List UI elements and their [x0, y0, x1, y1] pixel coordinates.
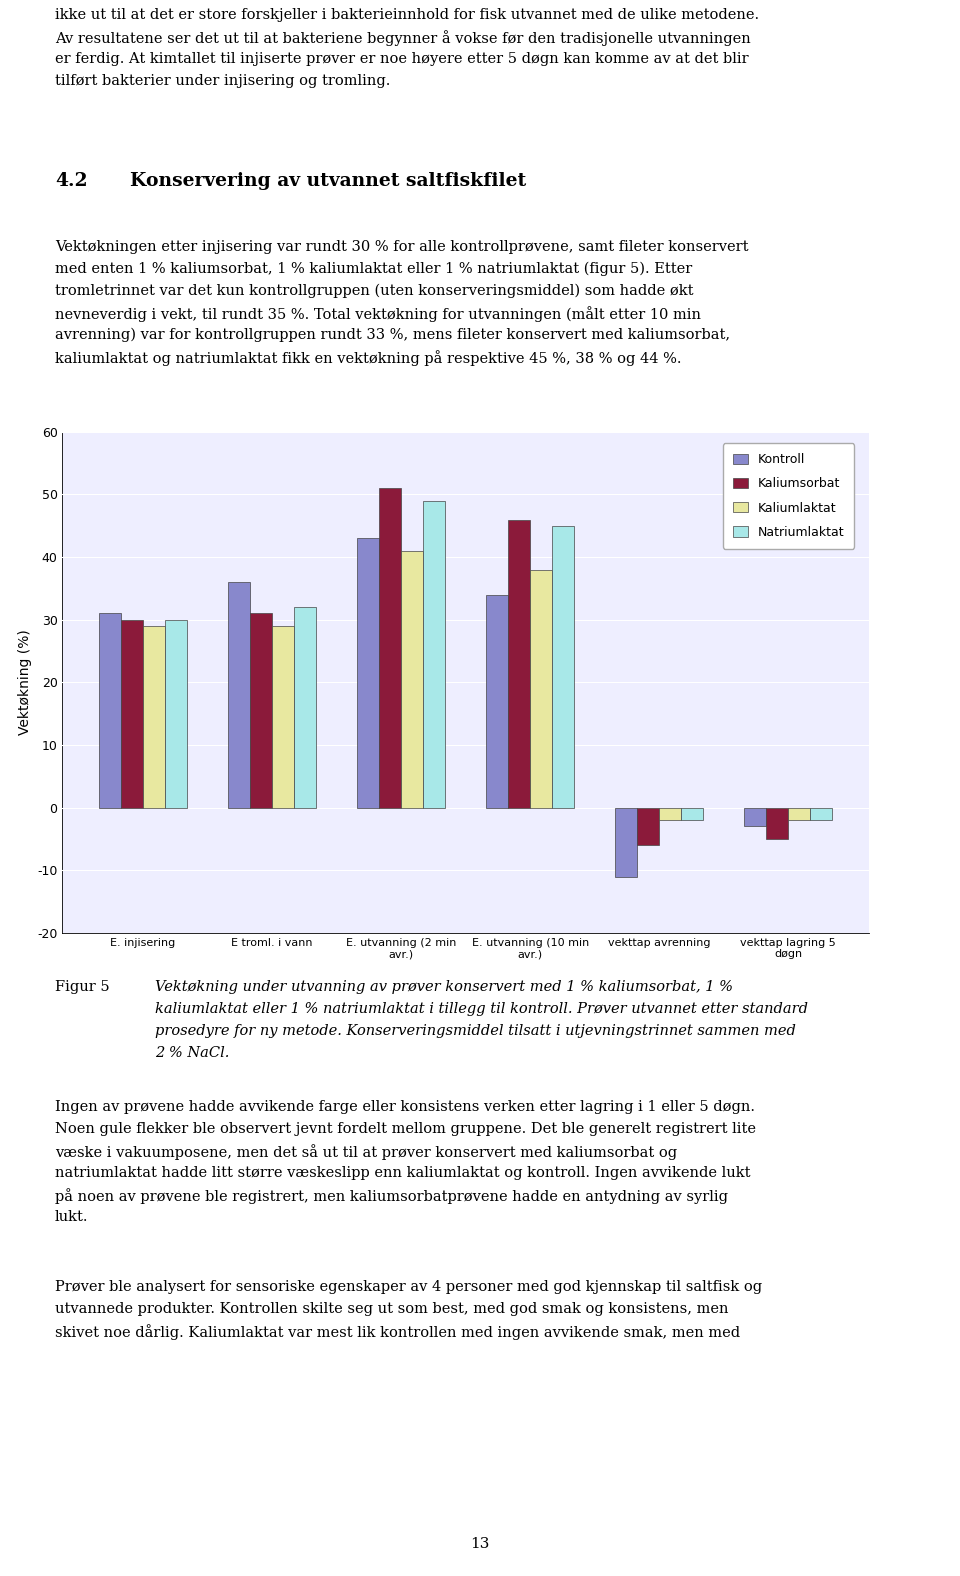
- Bar: [637, 808, 660, 845]
- Bar: [121, 619, 143, 808]
- Bar: [423, 501, 444, 808]
- Text: Av resultatene ser det ut til at bakteriene begynner å vokse før den tradisjonel: Av resultatene ser det ut til at bakteri…: [55, 30, 751, 46]
- Bar: [766, 808, 788, 838]
- Bar: [357, 539, 379, 808]
- Text: avrenning) var for kontrollgruppen rundt 33 %, mens fileter konservert med kaliu: avrenning) var for kontrollgruppen rundt…: [55, 328, 731, 342]
- Text: skivet noe dårlig. Kaliumlaktat var mest lik kontrollen med ingen avvikende smak: skivet noe dårlig. Kaliumlaktat var mest…: [55, 1324, 740, 1340]
- Bar: [508, 520, 530, 808]
- Text: utvannede produkter. Kontrollen skilte seg ut som best, med god smak og konsiste: utvannede produkter. Kontrollen skilte s…: [55, 1302, 729, 1316]
- Bar: [379, 489, 401, 808]
- Bar: [294, 607, 316, 808]
- Bar: [165, 619, 187, 808]
- Text: 13: 13: [470, 1537, 490, 1551]
- Text: kaliumlaktat og natriumlaktat fikk en vektøkning på respektive 45 %, 38 % og 44 : kaliumlaktat og natriumlaktat fikk en ve…: [55, 350, 682, 366]
- Text: 4.2: 4.2: [55, 172, 87, 191]
- Bar: [401, 552, 423, 808]
- Bar: [228, 582, 250, 808]
- Bar: [487, 594, 508, 808]
- Legend: Kontroll, Kaliumsorbat, Kaliumlaktat, Natriumlaktat: Kontroll, Kaliumsorbat, Kaliumlaktat, Na…: [723, 443, 854, 548]
- Text: med enten 1 % kaliumsorbat, 1 % kaliumlaktat eller 1 % natriumlaktat (figur 5). : med enten 1 % kaliumsorbat, 1 % kaliumla…: [55, 262, 692, 276]
- Bar: [682, 808, 703, 820]
- Text: lukt.: lukt.: [55, 1210, 88, 1225]
- Y-axis label: Vektøkning (%): Vektøkning (%): [17, 629, 32, 736]
- Text: nevneverdig i vekt, til rundt 35 %. Total vektøkning for utvanningen (målt etter: nevneverdig i vekt, til rundt 35 %. Tota…: [55, 306, 701, 322]
- Text: er ferdig. At kimtallet til injiserte prøver er noe høyere etter 5 døgn kan komm: er ferdig. At kimtallet til injiserte pr…: [55, 52, 749, 66]
- Bar: [99, 613, 121, 808]
- Text: på noen av prøvene ble registrert, men kaliumsorbatprøvene hadde en antydning av: på noen av prøvene ble registrert, men k…: [55, 1188, 728, 1204]
- Text: væske i vakuumposene, men det så ut til at prøver konservert med kaliumsorbat og: væske i vakuumposene, men det så ut til …: [55, 1144, 677, 1160]
- Text: Ingen av prøvene hadde avvikende farge eller konsistens verken etter lagring i 1: Ingen av prøvene hadde avvikende farge e…: [55, 1100, 755, 1114]
- Text: ikke ut til at det er store forskjeller i bakterieinnhold for fisk utvannet med : ikke ut til at det er store forskjeller …: [55, 8, 759, 22]
- Bar: [250, 613, 272, 808]
- Bar: [272, 626, 294, 808]
- Bar: [615, 808, 637, 876]
- Text: tilført bakterier under injisering og tromling.: tilført bakterier under injisering og tr…: [55, 74, 391, 88]
- Text: Noen gule flekker ble observert jevnt fordelt mellom gruppene. Det ble generelt : Noen gule flekker ble observert jevnt fo…: [55, 1122, 756, 1136]
- Bar: [143, 626, 165, 808]
- Text: tromletrinnet var det kun kontrollgruppen (uten konserveringsmiddel) som hadde ø: tromletrinnet var det kun kontrollgruppe…: [55, 284, 693, 298]
- Bar: [530, 569, 552, 808]
- Text: Konservering av utvannet saltfiskfilet: Konservering av utvannet saltfiskfilet: [130, 172, 526, 191]
- Text: Prøver ble analysert for sensoriske egenskaper av 4 personer med god kjennskap t: Prøver ble analysert for sensoriske egen…: [55, 1280, 762, 1294]
- Text: prosedyre for ny metode. Konserveringsmiddel tilsatt i utjevningstrinnet sammen : prosedyre for ny metode. Konserveringsmi…: [155, 1024, 796, 1039]
- Text: 2 % NaCl.: 2 % NaCl.: [155, 1046, 229, 1061]
- Bar: [744, 808, 766, 826]
- Text: Vektøkningen etter injisering var rundt 30 % for alle kontrollprøvene, samt file: Vektøkningen etter injisering var rundt …: [55, 240, 749, 254]
- Bar: [660, 808, 682, 820]
- Bar: [788, 808, 810, 820]
- Text: Vektøkning under utvanning av prøver konservert med 1 % kaliumsorbat, 1 %: Vektøkning under utvanning av prøver kon…: [155, 980, 733, 994]
- Text: kaliumlaktat eller 1 % natriumlaktat i tillegg til kontroll. Prøver utvannet ett: kaliumlaktat eller 1 % natriumlaktat i t…: [155, 1002, 808, 1017]
- Text: natriumlaktat hadde litt større væskeslipp enn kaliumlaktat og kontroll. Ingen a: natriumlaktat hadde litt større væskesli…: [55, 1166, 751, 1180]
- Bar: [552, 526, 574, 808]
- Bar: [810, 808, 832, 820]
- Text: Figur 5: Figur 5: [55, 980, 109, 994]
